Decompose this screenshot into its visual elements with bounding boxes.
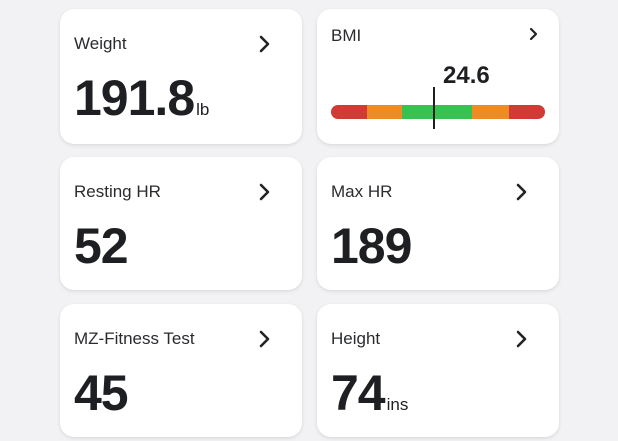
height-label: Height [331, 329, 381, 348]
bmi-segment-overweight [472, 105, 509, 119]
weight-value-row: 191.8 lb [74, 73, 209, 123]
weight-value: 191.8 [74, 70, 195, 126]
max-hr-label: Max HR [331, 182, 393, 201]
chevron-right-icon[interactable] [256, 35, 274, 53]
bmi-segment-underweight-severe [331, 105, 368, 119]
weight-label: Weight [74, 34, 127, 53]
chevron-right-icon[interactable] [513, 330, 531, 348]
height-value: 74 [331, 365, 386, 421]
mz-fitness-card[interactable]: MZ-Fitness Test 45 [60, 304, 302, 437]
bmi-value: 24.6 [443, 62, 490, 89]
resting-hr-label: Resting HR [74, 182, 161, 201]
resting-hr-card[interactable]: Resting HR 52 [60, 157, 302, 290]
height-card[interactable]: Height 74 ins [317, 304, 559, 437]
mz-fitness-value: 45 [74, 365, 129, 421]
bmi-scale-bar [331, 105, 545, 119]
bmi-segment-obese [508, 105, 545, 119]
bmi-label: BMI [331, 26, 362, 45]
height-unit: ins [386, 395, 409, 414]
chevron-right-icon[interactable] [513, 183, 531, 201]
max-hr-value: 189 [331, 218, 412, 274]
chevron-right-icon[interactable] [256, 330, 274, 348]
weight-card[interactable]: Weight 191.8 lb [60, 9, 302, 144]
height-value-row: 74 ins [331, 368, 408, 418]
resting-hr-value: 52 [74, 218, 129, 274]
bmi-marker [432, 87, 435, 129]
weight-unit: lb [196, 100, 210, 119]
bmi-segment-underweight [367, 105, 402, 119]
bmi-segment-normal [401, 105, 473, 119]
mz-fitness-label: MZ-Fitness Test [74, 329, 195, 348]
chevron-right-icon[interactable] [256, 183, 274, 201]
max-hr-card[interactable]: Max HR 189 [317, 157, 559, 290]
chevron-right-icon[interactable] [527, 27, 541, 41]
bmi-card[interactable]: BMI 24.6 [317, 9, 559, 144]
